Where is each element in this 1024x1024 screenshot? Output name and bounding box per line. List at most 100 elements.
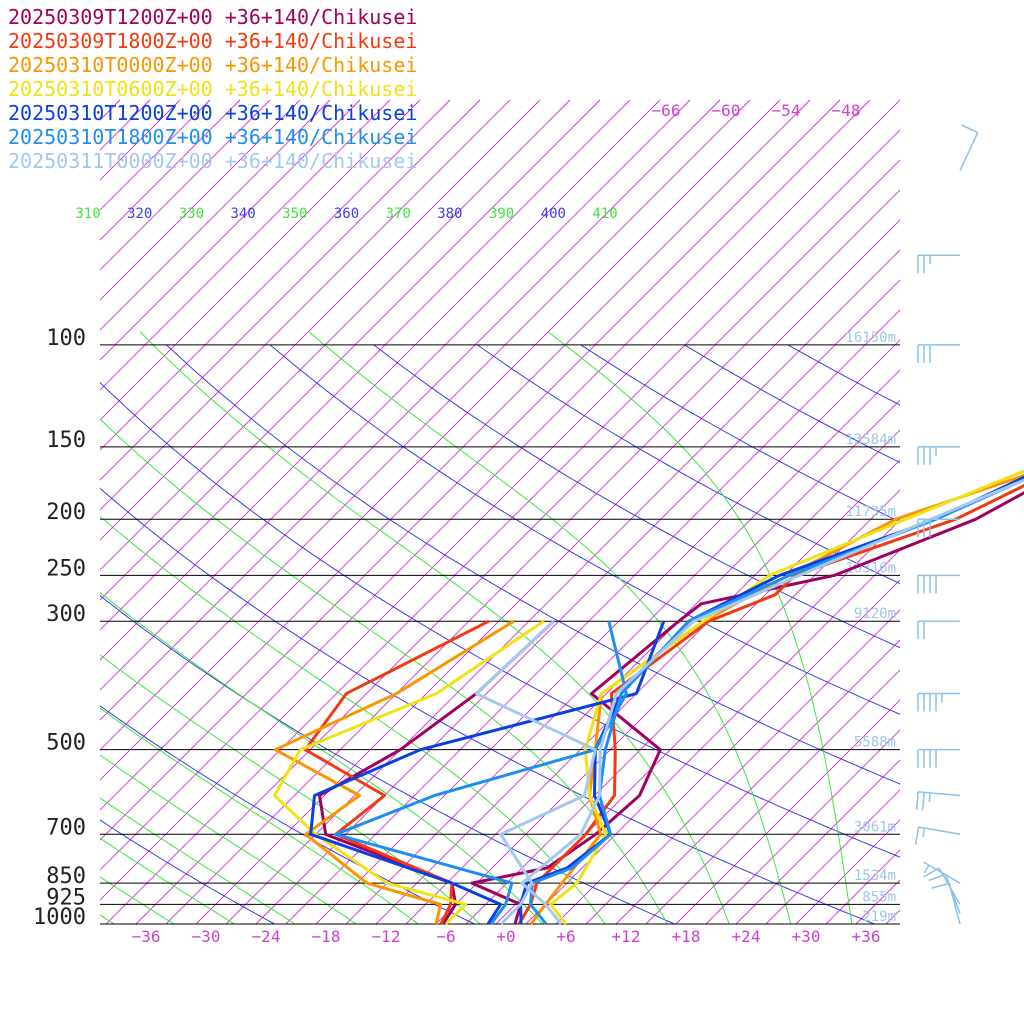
wind-barb — [917, 446, 960, 465]
isotherm-line — [100, 99, 211, 211]
height-label: 11735m — [845, 504, 896, 520]
temperature-tick-label: −36 — [132, 927, 161, 946]
temperature-tick-label: +12 — [612, 927, 641, 946]
isotherm-line — [705, 729, 900, 924]
legend-entry: 20250309T1800Z+00 +36+140/Chikusei — [8, 29, 417, 53]
temperature-profile-line — [529, 478, 1024, 925]
isotherm-line — [0, 100, 30, 924]
temperature-tick-label: +18 — [672, 927, 701, 946]
isotherm-line — [165, 189, 900, 924]
isotherm-line — [100, 99, 331, 331]
height-label: 10316m — [845, 560, 896, 576]
temperature-profile-line — [520, 478, 1024, 925]
wind-barb-feather — [915, 791, 919, 810]
temperature-tick-label: +6 — [556, 927, 575, 946]
pressure-label: 300 — [46, 602, 86, 627]
height-label: 16150m — [845, 330, 896, 346]
temperature-tick-label: −12 — [372, 927, 401, 946]
pressure-label: 700 — [46, 815, 86, 840]
legend-entry: 20250310T0600Z+00 +36+140/Chikusei — [8, 77, 417, 101]
wind-barb — [915, 791, 961, 811]
temperature-tick-label: +36 — [852, 927, 881, 946]
isotherm-line — [100, 99, 391, 391]
dry-adiabat-line — [166, 344, 900, 785]
temperature-profile-line — [517, 484, 1024, 925]
moist-adiabat-line — [100, 837, 236, 924]
height-label: 9120m — [854, 606, 896, 622]
height-label: 5588m — [854, 735, 896, 751]
wind-barb — [917, 748, 960, 768]
wind-barb-staff — [918, 791, 961, 797]
temperature-profile-line — [470, 491, 1024, 925]
isotherm-line — [100, 99, 871, 871]
wind-barb-staff — [923, 861, 961, 884]
temperature-tick-labels: −36 −30 −24 −18 −12 −6 +0 +6 +12 +18 +24 +30 +36 — [132, 927, 881, 946]
isotherm-line — [225, 249, 900, 924]
isotherm-line — [465, 489, 900, 924]
legend-entry: 20250310T1800Z+00 +36+140/Chikusei — [8, 125, 417, 149]
isotherm-line — [435, 459, 900, 924]
temperature-tick-label: −24 — [252, 927, 281, 946]
dry-adiabat-line — [100, 705, 476, 924]
temperature-tick-label: −6 — [436, 927, 455, 946]
moist-adiabat-lines — [100, 331, 853, 924]
wind-barb-staff — [938, 867, 961, 905]
wind-barb — [917, 254, 960, 274]
isotherm-line — [100, 99, 691, 691]
wind-barb-feather — [931, 882, 950, 889]
upper-temperature-label: −48 — [832, 101, 861, 120]
isotherm-line — [285, 309, 900, 924]
isotherm-line — [585, 609, 900, 924]
dry-adiabat-line — [269, 344, 900, 715]
wind-barb-feather — [921, 792, 925, 811]
upper-temperature-label: −60 — [712, 101, 741, 120]
wind-barb-feather — [914, 826, 920, 845]
wind-barb-staff — [959, 132, 979, 171]
sounding-profiles — [273, 469, 1024, 926]
isotherm-line — [100, 99, 421, 421]
isotherm-line — [100, 99, 451, 451]
isotherm-line — [645, 669, 900, 924]
theta-e-label: 370 — [386, 206, 411, 222]
isotherm-line — [525, 549, 900, 924]
pressure-label: 850 — [46, 864, 86, 889]
temperature-tick-label: −30 — [192, 927, 221, 946]
isotherm-lines — [0, 99, 1024, 924]
theta-e-label: 400 — [541, 206, 566, 222]
pressure-label: 500 — [46, 731, 86, 756]
upper-temperature-label: −54 — [772, 101, 801, 120]
isotherm-line — [675, 699, 900, 924]
wind-barb-staff — [944, 874, 961, 914]
isotherm-line — [100, 99, 900, 901]
wind-barb — [959, 124, 979, 171]
isotherm-line — [100, 99, 631, 631]
legend-entry: 20250310T1200Z+00 +36+140/Chikusei — [8, 101, 417, 125]
theta-e-labels: 310 320 330 340 350 360 370 380 390 400 410 — [75, 206, 617, 222]
wind-barb — [917, 692, 960, 712]
isobar-lines — [100, 344, 900, 925]
moist-adiabat-line — [139, 331, 730, 924]
legend-entry: 20250311T0000Z+00 +36+140/Chikusei — [8, 149, 417, 173]
moist-adiabat-line — [308, 331, 792, 924]
legend-entry: 20250309T1200Z+00 +36+140/Chikusei — [8, 5, 417, 29]
temperature-profile-line — [529, 473, 1024, 925]
moist-adiabat-line — [100, 754, 358, 924]
height-label: 1534m — [854, 868, 896, 884]
isotherm-line — [135, 159, 900, 924]
pressure-label: 250 — [46, 556, 86, 581]
dry-adiabat-line — [100, 381, 900, 858]
wind-barb — [923, 861, 961, 884]
isotherm-line — [100, 99, 781, 781]
temperature-profile-line — [549, 469, 1024, 925]
isotherm-line — [345, 369, 900, 924]
dewpoint-profile-line — [309, 620, 666, 925]
isotherm-line — [946, 100, 1024, 924]
temperature-tick-label: +30 — [792, 927, 821, 946]
upper-temperature-labels: −66 −60 −54 −48 — [652, 101, 861, 120]
dry-adiabat-line — [100, 819, 276, 924]
moist-adiabat-line — [100, 707, 419, 924]
wind-barb — [917, 344, 960, 363]
wind-barb — [917, 620, 960, 640]
height-labels: 16150m 13584m 11735m 10316m 9120m 5588m 3061m 1… — [845, 330, 896, 925]
